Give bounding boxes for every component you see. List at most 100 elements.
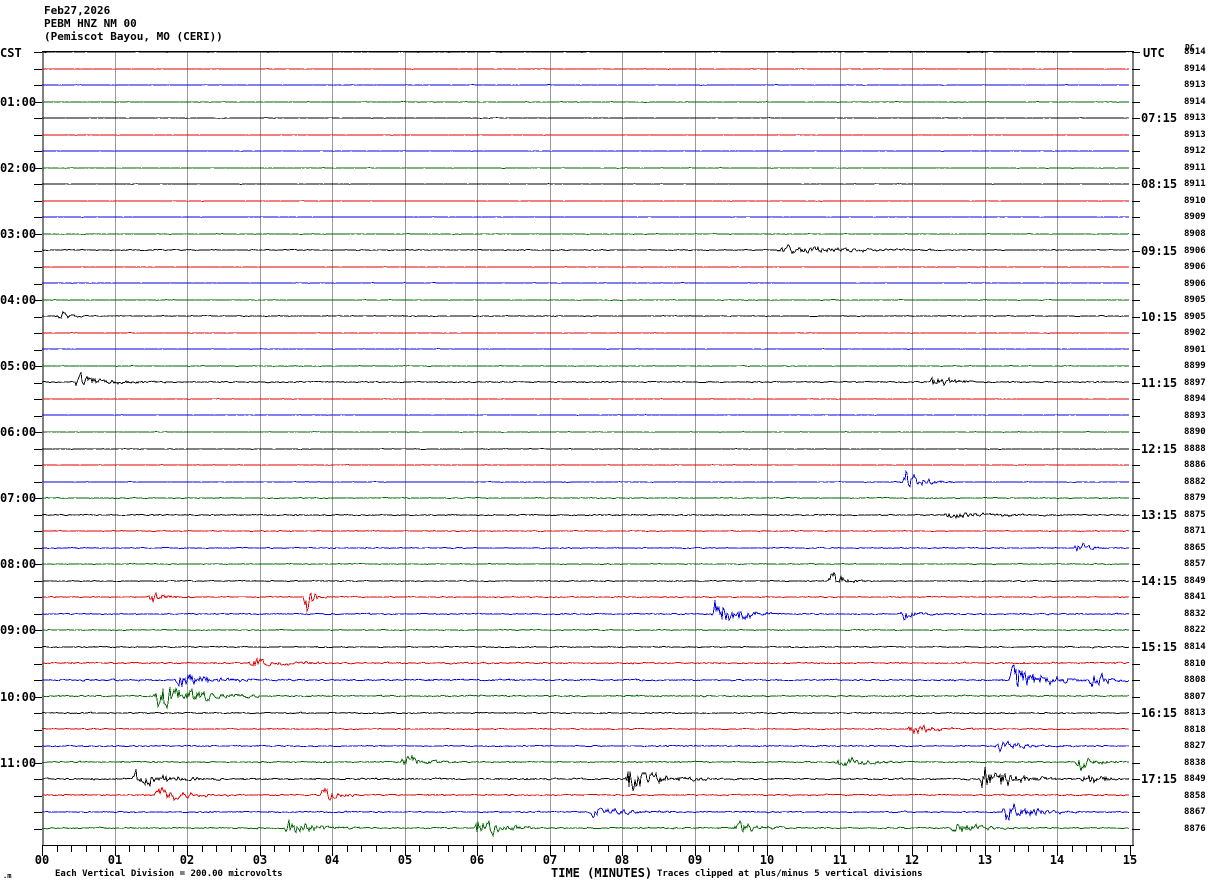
- trace-row: [41, 291, 1130, 309]
- dc-value: 8913: [1184, 130, 1206, 140]
- x-tick-minor: [970, 845, 971, 852]
- dc-value: 8893: [1184, 411, 1206, 421]
- trace-row: [41, 142, 1130, 160]
- trace-line: [41, 767, 1130, 791]
- utc-tick: [1132, 465, 1140, 466]
- trace-svg: [41, 364, 1130, 367]
- x-tick-minor: [956, 845, 957, 852]
- x-tick-minor: [318, 845, 319, 852]
- utc-time-label: 13:15: [1141, 508, 1178, 522]
- trace-row: [41, 720, 1130, 738]
- trace-svg: [41, 571, 1130, 583]
- x-tick-minor: [651, 845, 652, 852]
- x-tick-minor: [390, 845, 391, 852]
- cst-tick: [34, 498, 42, 499]
- dc-value: 8822: [1184, 625, 1206, 635]
- x-tick-minor: [303, 845, 304, 852]
- utc-tick: [1132, 234, 1140, 235]
- trace-row: [41, 372, 1130, 391]
- trace-line: [41, 67, 1130, 70]
- x-axis-title: TIME (MINUTES): [551, 866, 653, 880]
- x-axis-tick-label: 04: [324, 853, 340, 867]
- dc-value: 8838: [1184, 758, 1206, 768]
- utc-tick: [1132, 69, 1140, 70]
- utc-tick: [1132, 564, 1140, 565]
- x-tick-minor: [666, 845, 667, 852]
- cst-tick: [34, 416, 42, 417]
- trace-svg: [41, 599, 1130, 621]
- trace-line: [41, 298, 1130, 301]
- x-tick-minor: [1072, 845, 1073, 852]
- x-tick-major: [840, 845, 841, 856]
- cst-time-label: 06:00: [0, 425, 37, 439]
- dc-value: 8810: [1184, 659, 1206, 669]
- trace-row: [41, 307, 1130, 325]
- cst-tick: [34, 52, 42, 53]
- utc-tick: [1132, 746, 1140, 747]
- x-tick-minor: [738, 845, 739, 852]
- trace-svg: [41, 711, 1130, 715]
- trace-row: [41, 599, 1130, 623]
- trace-svg: [41, 232, 1130, 235]
- dc-value: 8913: [1184, 80, 1206, 90]
- cst-tick: [34, 779, 42, 780]
- trace-svg: [42, 117, 1130, 119]
- utc-time-label: 15:15: [1141, 640, 1178, 654]
- x-tick-minor: [1086, 845, 1087, 852]
- dc-value: 8910: [1184, 196, 1206, 206]
- utc-tick: [1132, 531, 1140, 532]
- dc-value: 8908: [1184, 229, 1206, 239]
- x-tick-minor: [434, 845, 435, 852]
- x-tick-major: [622, 845, 623, 856]
- x-tick-major: [550, 845, 551, 856]
- cst-time-label: 11:00: [0, 756, 37, 770]
- trace-line: [41, 372, 1130, 388]
- dc-value: 8905: [1184, 295, 1206, 305]
- header-date: Feb27,2026: [44, 4, 111, 17]
- header-block: Feb27,2026 PEBM HNZ NM 00 (Pemiscot Bayo…: [44, 4, 223, 43]
- trace-line: [41, 244, 1130, 255]
- cst-tick: [34, 383, 42, 384]
- trace-row: [41, 571, 1130, 590]
- utc-time-label: 07:15: [1141, 111, 1178, 125]
- trace-svg: [42, 591, 1130, 613]
- x-tick-major: [42, 845, 43, 856]
- dc-value: 8808: [1184, 675, 1206, 685]
- x-axis-tick-label: 13: [977, 853, 993, 867]
- trace-svg: [41, 803, 1130, 821]
- x-tick-minor: [883, 845, 884, 852]
- x-axis-tick-label: 14: [1049, 853, 1065, 867]
- dc-value: 8906: [1184, 279, 1206, 289]
- cst-tick: [34, 366, 42, 367]
- dc-value: 8858: [1184, 791, 1206, 801]
- x-tick-minor: [361, 845, 362, 852]
- dc-value: 8857: [1184, 559, 1206, 569]
- utc-tick: [1132, 399, 1140, 400]
- x-axis-tick-label: 10: [759, 853, 775, 867]
- x-tick-major: [912, 845, 913, 856]
- trace-svg: [41, 398, 1130, 400]
- trace-row: [41, 555, 1130, 573]
- trace-line: [41, 664, 1130, 687]
- x-tick-major: [985, 845, 986, 856]
- trace-svg: [41, 133, 1130, 136]
- trace-line: [41, 216, 1130, 219]
- x-tick-minor: [173, 845, 174, 852]
- x-tick-major: [1057, 845, 1058, 856]
- x-tick-major: [1130, 845, 1131, 856]
- x-tick-minor: [709, 845, 710, 852]
- dc-value: 8867: [1184, 807, 1206, 817]
- dc-value: 8879: [1184, 493, 1206, 503]
- cst-time-label: 09:00: [0, 623, 37, 637]
- x-tick-minor: [724, 845, 725, 852]
- utc-tick: [1132, 664, 1140, 665]
- cst-tick: [34, 829, 42, 830]
- x-tick-minor: [1014, 845, 1015, 852]
- dc-value: 8865: [1184, 543, 1206, 553]
- cst-time-label: 10:00: [0, 690, 37, 704]
- cst-time-label: 07:00: [0, 491, 37, 505]
- trace-svg: [41, 199, 1130, 202]
- dc-value: 8901: [1184, 345, 1206, 355]
- dc-value: 8912: [1184, 146, 1206, 156]
- x-tick-minor: [274, 845, 275, 852]
